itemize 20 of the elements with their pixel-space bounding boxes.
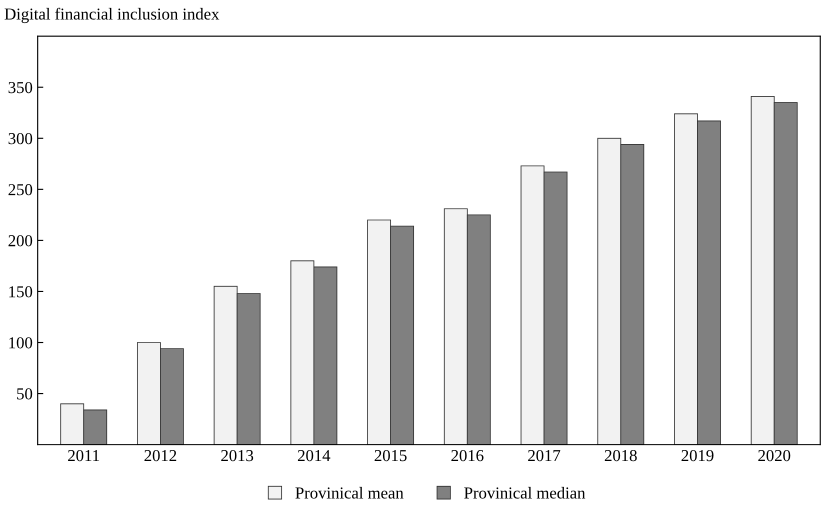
- y-tick-label: 150: [9, 286, 32, 298]
- y-tick-label: 100: [9, 337, 32, 348]
- x-tick-label: 2016: [451, 450, 484, 462]
- x-tick-label: 2014: [298, 450, 330, 462]
- legend-label: Provinical median: [464, 486, 586, 499]
- y-axis-title: Digital financial inclusion index: [4, 8, 220, 24]
- x-tick-label: 2011: [68, 450, 100, 462]
- x-tick-label: 2012: [144, 450, 176, 462]
- y-tick-label: 250: [8, 184, 32, 196]
- legend-label: Provinical mean: [295, 486, 404, 499]
- y-tick-label: 50: [17, 388, 32, 400]
- y-tick-label: 300: [8, 132, 32, 144]
- x-tick-label: 2013: [221, 450, 254, 462]
- x-tick-label: 2020: [758, 450, 790, 462]
- y-tick-label: 200: [8, 235, 32, 246]
- x-tick-label: 2018: [604, 450, 637, 462]
- y-tick-label: 350: [8, 82, 32, 94]
- x-tick-label: 2015: [374, 450, 407, 462]
- x-tick-label: 2019: [682, 450, 714, 462]
- x-tick-label: 2017: [528, 450, 560, 462]
